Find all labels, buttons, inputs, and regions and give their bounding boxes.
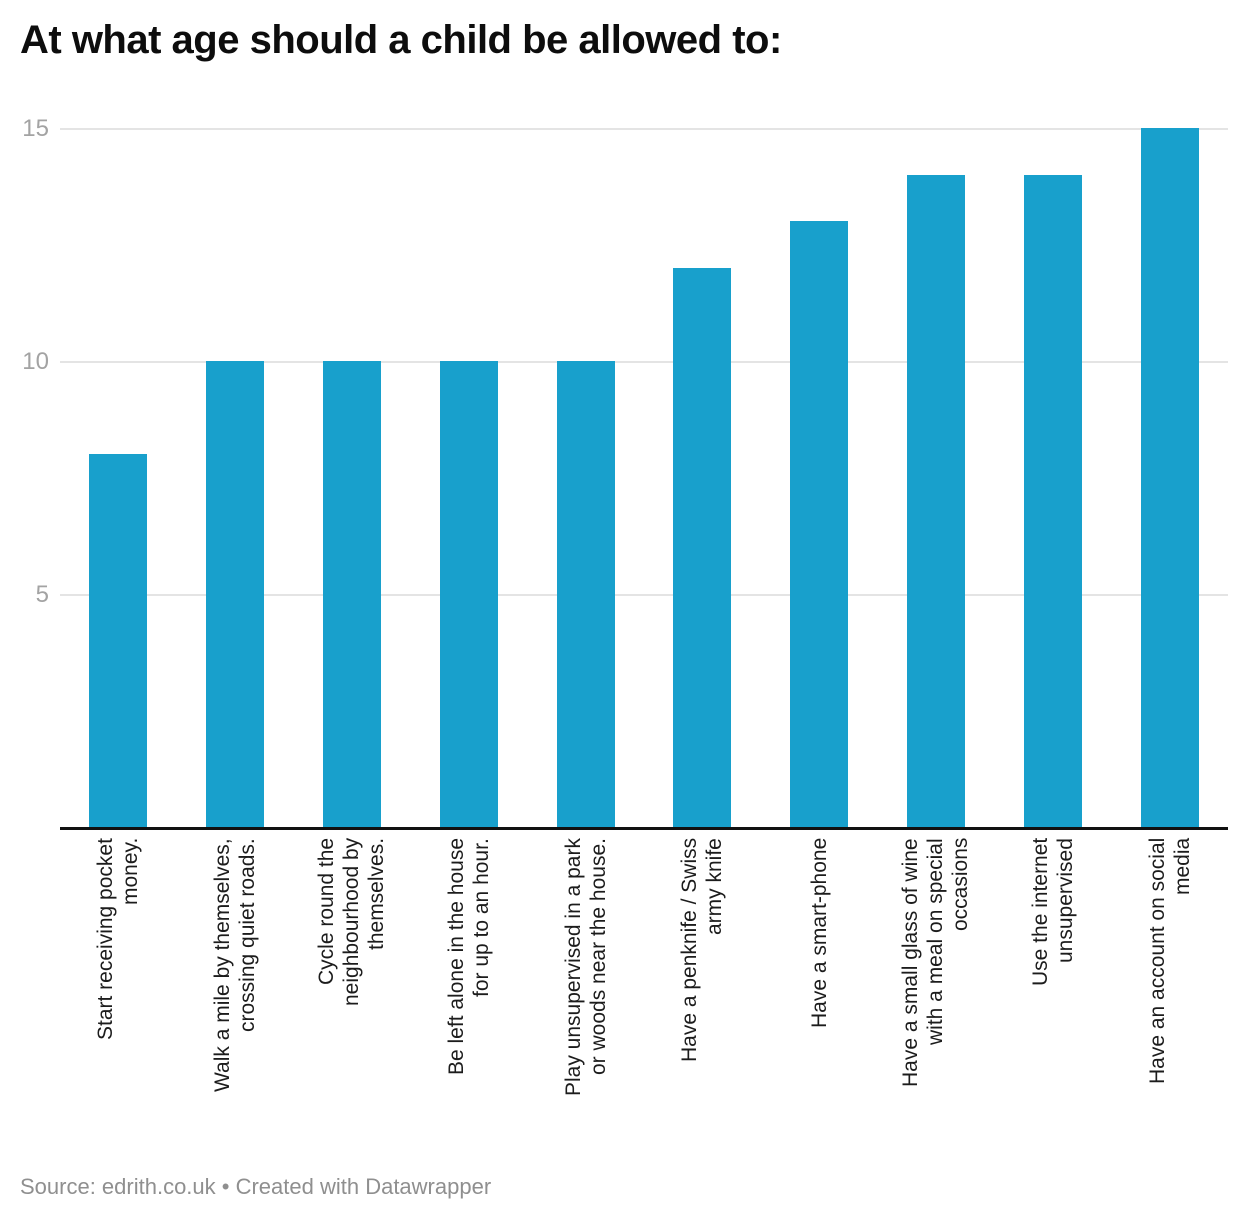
x-label-cell-8: Have a small glass of wine with a meal on… [878,838,995,1130]
x-axis-labels: Start receiving pocket money. Walk a mile … [60,838,1228,1130]
x-label: Walk a mile by themselves, crossing quiet… [211,838,260,1092]
x-axis-line [60,827,1228,830]
x-label: Play unsupervised in a park or woods near… [561,838,610,1096]
x-label: Have a smart-phone [807,838,831,1029]
x-label-cell-1: Start receiving pocket money. [60,838,177,1130]
bar [1140,128,1199,827]
x-label: Have a small glass of wine with a meal on… [899,838,973,1087]
x-label-cell-6: Have a penknife / Swiss army knife [644,838,761,1130]
bar-column-10 [1111,128,1228,827]
plot-area: 15 10 5 [22,115,1228,830]
bar [1023,174,1082,827]
bar-column-7 [761,221,878,827]
bar [439,361,498,827]
y-tick-label-10: 10 [22,348,49,375]
x-label: Use the internet unsupervised [1028,838,1077,987]
bar [790,221,849,827]
y-tick-label-15: 15 [22,115,49,142]
source-note: Source: edrith.co.uk • Created with Data… [20,1174,492,1199]
bar [906,174,965,827]
y-tick-label-5: 5 [35,581,49,608]
chart-title: At what age should a child be allowed to… [20,18,782,62]
x-label-cell-7: Have a smart-phone [761,838,878,1130]
x-label-cell-9: Use the internet unsupervised [994,838,1111,1130]
gridline-y-15 [60,128,1228,130]
x-label: Cycle round the neighbourhood by themselve… [315,838,389,1007]
x-label-cell-3: Cycle round the neighbourhood by themselve… [294,838,411,1130]
bar-column-8 [878,174,995,827]
bar [322,361,381,827]
x-label-cell-4: Be left alone in the house for up to an h… [410,838,527,1130]
x-label-cell-5: Play unsupervised in a park or woods near… [527,838,644,1130]
gridline-y-5 [60,594,1228,596]
bar-column-6 [644,267,761,827]
bar-column-5 [527,361,644,827]
bar [673,267,732,827]
bar-column-2 [177,361,294,827]
bar-column-1 [60,454,177,827]
bar [556,361,615,827]
bar-column-3 [294,361,411,827]
x-label: Have a penknife / Swiss army knife [678,838,727,1063]
bar-column-4 [410,361,527,827]
x-label-cell-2: Walk a mile by themselves, crossing quiet… [177,838,294,1130]
bar [89,454,148,827]
bars-layer [60,128,1228,827]
gridline-y-10 [60,361,1228,363]
x-label: Be left alone in the house for up to an h… [444,838,493,1076]
bar [206,361,265,827]
x-label-cell-10: Have an account on social media [1111,838,1228,1130]
x-label: Start receiving pocket money. [94,838,143,1040]
x-label: Have an account on social media [1145,838,1194,1085]
bar-column-9 [994,174,1111,827]
